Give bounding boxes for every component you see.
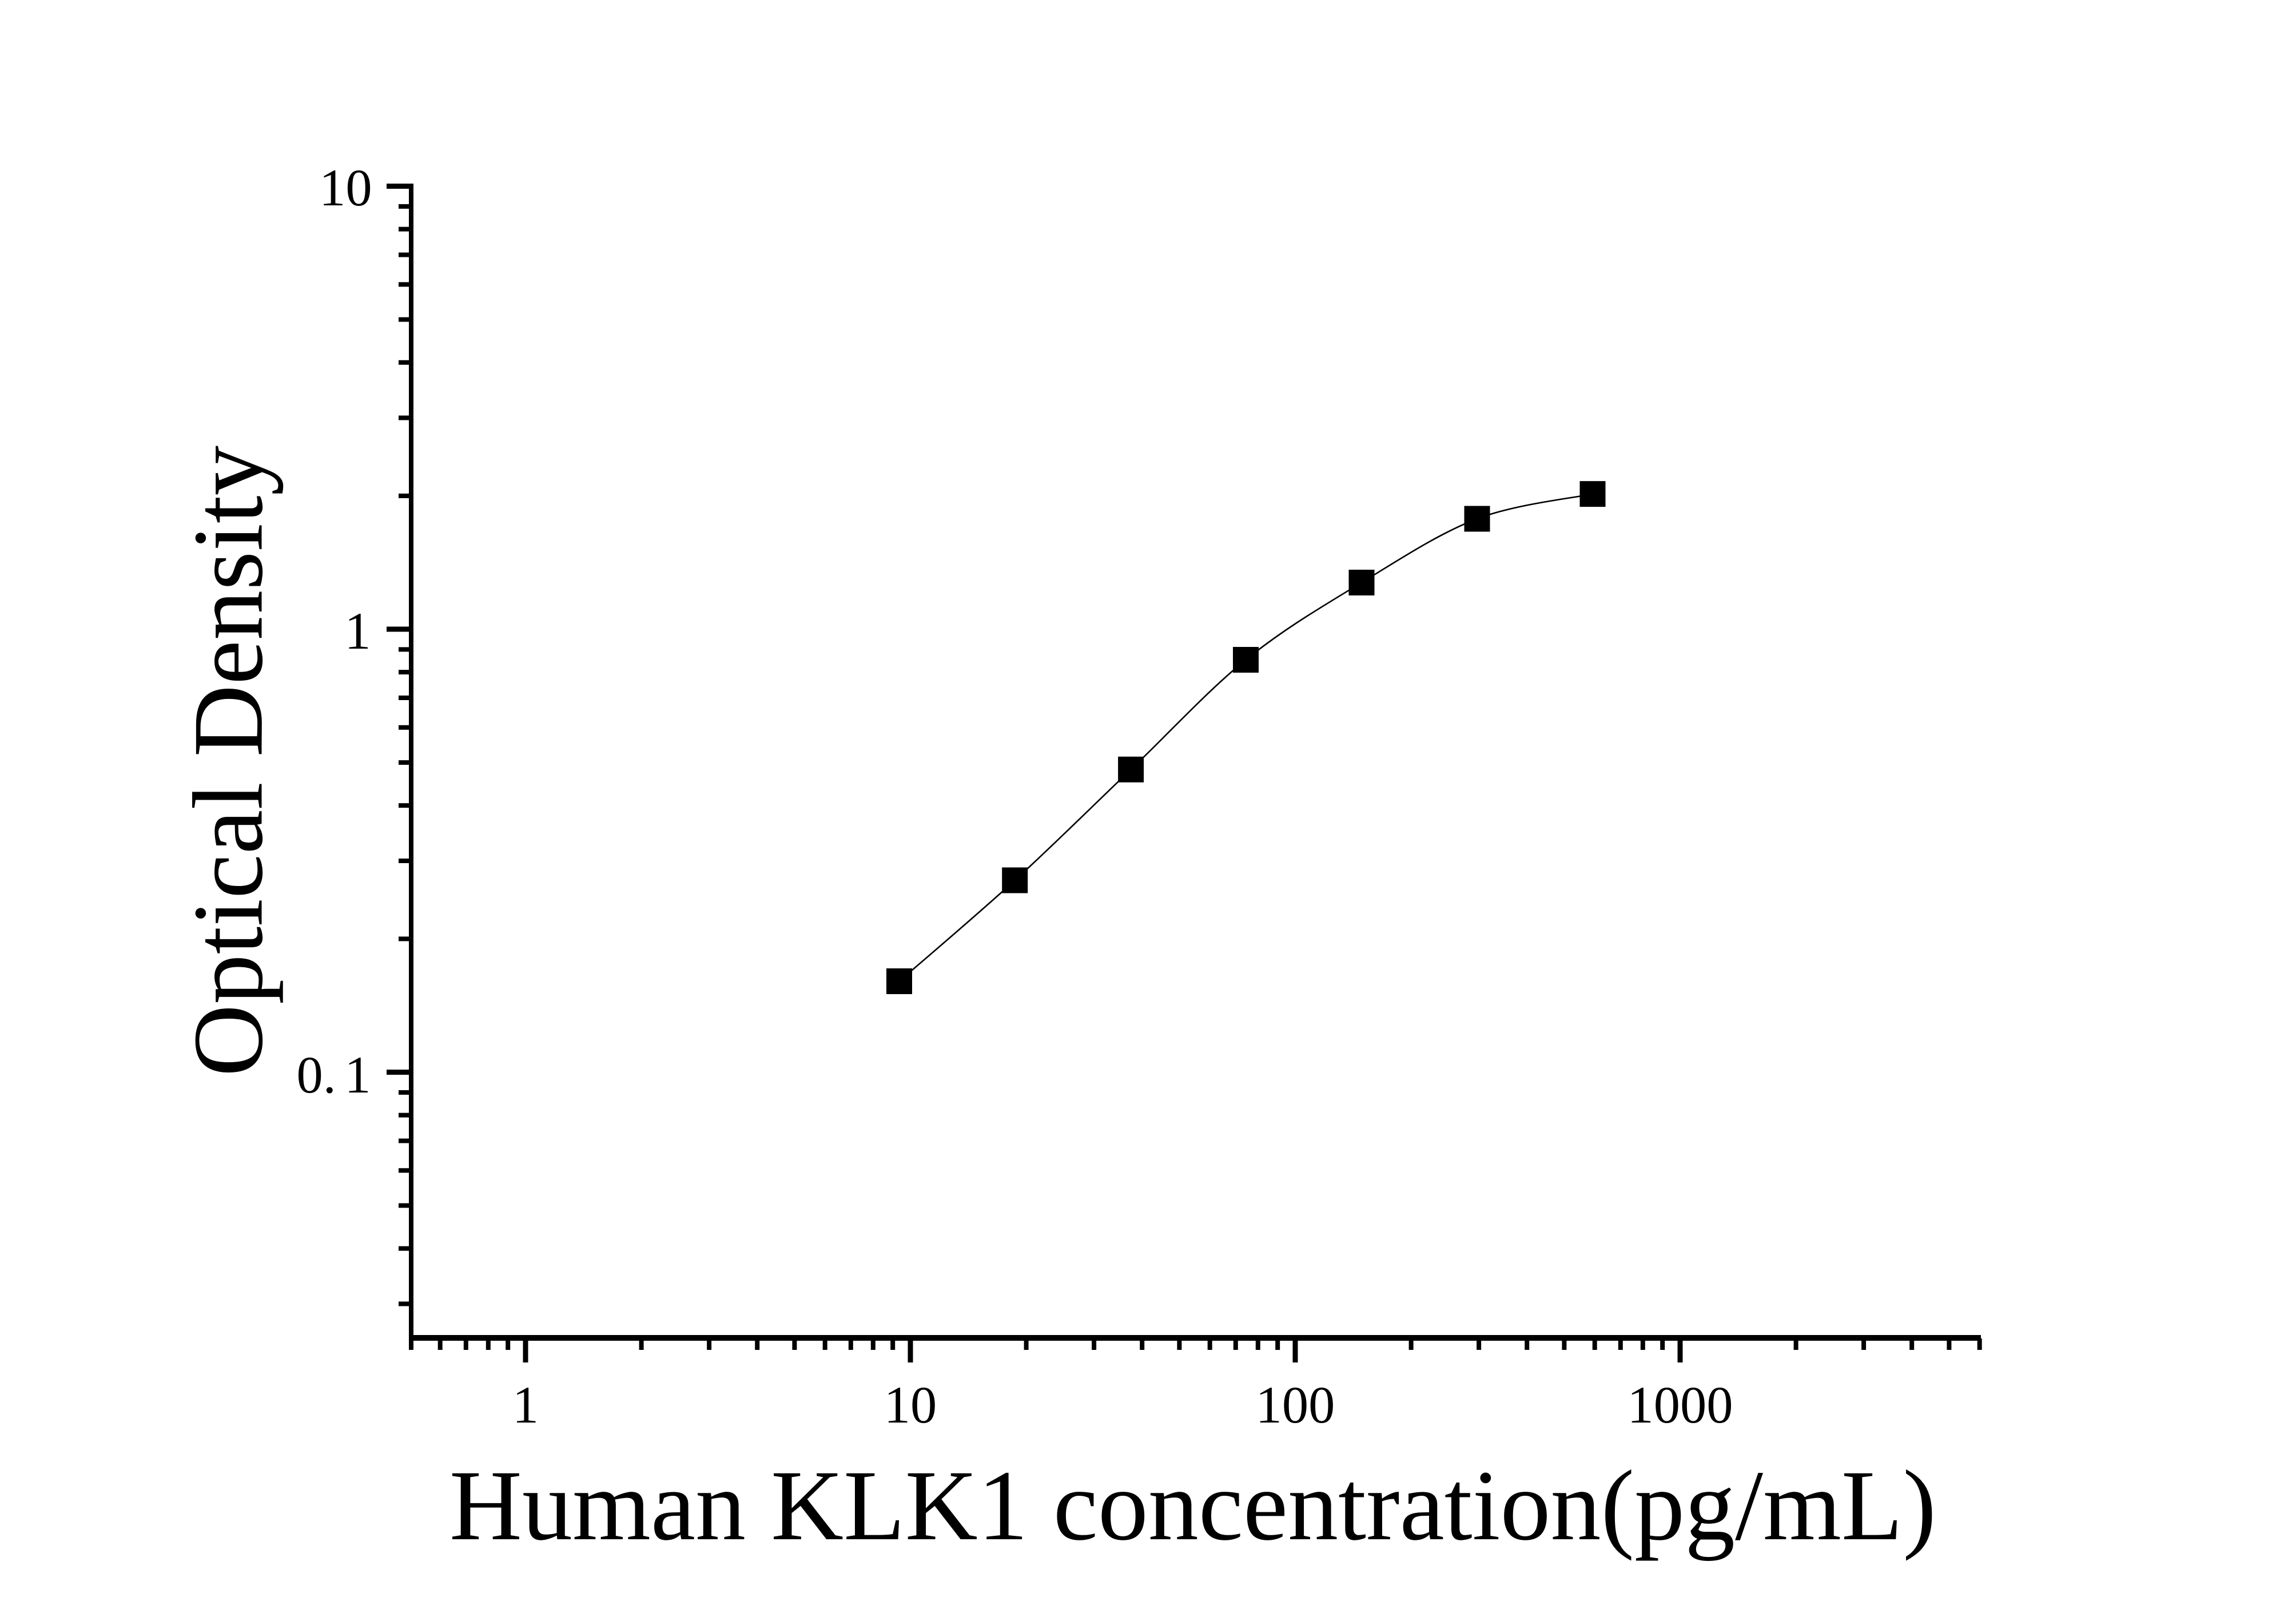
- svg-text:Human KLK1 concentration(pg/mL: Human KLK1 concentration(pg/mL): [449, 1450, 1936, 1562]
- svg-text:1: 1: [344, 602, 371, 661]
- svg-text:Optical Density: Optical Density: [173, 446, 284, 1076]
- svg-text:10: 10: [884, 1376, 937, 1435]
- svg-text:1: 1: [512, 1376, 539, 1435]
- svg-text:10: 10: [319, 159, 372, 217]
- svg-text:1000: 1000: [1628, 1376, 1733, 1435]
- svg-text:100: 100: [1256, 1376, 1335, 1435]
- svg-text:1: 1: [344, 1046, 371, 1105]
- svg-text:0.: 0.: [297, 1046, 336, 1105]
